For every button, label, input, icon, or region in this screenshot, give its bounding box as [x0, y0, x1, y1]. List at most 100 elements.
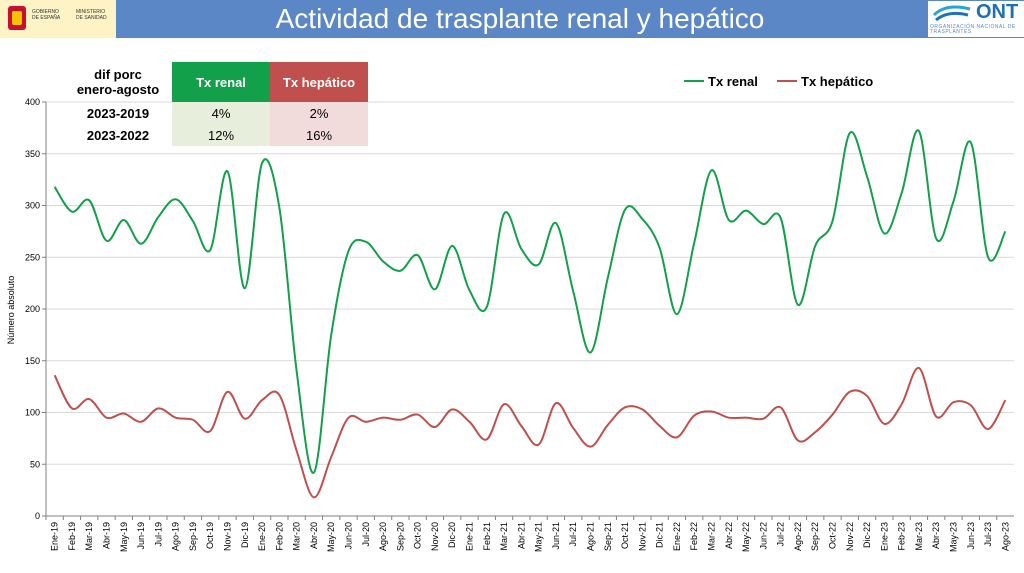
x-axis: Ene-19 Feb-19 Mar-19 Abr-19 May-19 Jun-19 Jul-… — [45, 515, 1014, 552]
x-tick-label: May-21 — [534, 522, 544, 552]
x-tick-label: Sep-20 — [395, 522, 405, 551]
x-tick-label: Oct-20 — [413, 522, 423, 549]
y-tick-label: 200 — [25, 304, 40, 314]
ont-logo-subtitle: ORGANIZACIÓN NACIONAL DE TRASPLANTES — [930, 24, 1016, 35]
x-tick-label: Ene-22 — [672, 522, 682, 551]
x-tick-label: Ene-23 — [879, 522, 889, 551]
cell-hepatico: 2% — [270, 102, 368, 124]
y-tick-label: 350 — [25, 149, 40, 159]
row-label: 2023-2019 — [86, 105, 150, 121]
ont-logo: ONT ORGANIZACIÓN NACIONAL DE TRASPLANTES — [928, 1, 1024, 37]
x-tick-label: Jul-20 — [361, 522, 371, 547]
y-axis: 0 50 100 150 200 250 300 350 400 — [25, 97, 47, 521]
x-tick-label: Mar-23 — [914, 522, 924, 551]
gov-logo-text: GOBIERNO DE ESPAÑA — [32, 9, 61, 21]
corner-line-2: enero-agosto — [76, 82, 160, 97]
x-tick-label: Abr-19 — [102, 522, 112, 549]
x-tick-label: Feb-22 — [689, 522, 699, 551]
gridlines — [46, 101, 1014, 465]
x-tick-label: Dic-19 — [240, 522, 250, 548]
x-tick-label: Nov-19 — [223, 522, 233, 551]
x-tick-label: Mar-19 — [84, 522, 94, 551]
x-tick-label: Abr-21 — [516, 522, 526, 549]
ont-logo-text: ONT — [976, 1, 1019, 23]
y-tick-label: 50 — [30, 459, 40, 469]
x-tick-label: Jun-21 — [551, 522, 561, 550]
table-row: 2023-2022 12% 16% — [64, 124, 368, 146]
cell-hepatico: 16% — [270, 124, 368, 146]
x-tick-label: Sep-19 — [188, 522, 198, 551]
x-tick-label: Jun-22 — [758, 522, 768, 550]
difference-table: dif porc enero-agosto Tx renal Tx hepáti… — [64, 62, 368, 146]
x-tick-label: Jun-19 — [136, 522, 146, 550]
legend: Tx renal Tx hepático — [684, 74, 873, 89]
table-row: 2023-2019 4% 2% — [64, 102, 368, 124]
x-tick-label: Nov-20 — [430, 522, 440, 551]
x-tick-label: Dic-21 — [655, 522, 665, 548]
x-tick-label: Ago-23 — [1000, 522, 1010, 551]
gobierno-de-espana-logo: GOBIERNO DE ESPAÑA MINISTERIO DE SANIDAD — [0, 0, 116, 38]
x-tick-label: Jul-22 — [776, 522, 786, 547]
y-tick-label: 300 — [25, 201, 40, 211]
coat-of-arms-icon — [8, 6, 26, 30]
x-tick-label: May-22 — [741, 522, 751, 552]
x-tick-label: Ago-19 — [171, 522, 181, 551]
series-line-tx-hepatico — [53, 367, 1007, 499]
x-tick-label: Abr-23 — [931, 522, 941, 549]
x-tick-label: Sep-21 — [603, 522, 613, 551]
x-tick-label: Sep-22 — [810, 522, 820, 551]
x-tick-label: Mar-20 — [292, 522, 302, 551]
y-tick-label: 150 — [25, 356, 40, 366]
x-tick-label: Mar-22 — [707, 522, 717, 551]
title-bar: GOBIERNO DE ESPAÑA MINISTERIO DE SANIDAD… — [0, 0, 1024, 38]
x-tick-label: May-19 — [119, 522, 129, 552]
table-corner-label: dif porc enero-agosto — [64, 62, 172, 102]
x-tick-label: Abr-22 — [724, 522, 734, 549]
x-tick-label: Ene-21 — [465, 522, 475, 551]
x-tick-label: May-20 — [326, 522, 336, 552]
y-tick-label: 400 — [25, 97, 40, 107]
x-tick-label: Ago-21 — [586, 522, 596, 551]
ont-wave-icon — [932, 5, 971, 22]
y-tick-label: 0 — [35, 511, 40, 521]
corner-line-1: dif porc — [94, 67, 142, 82]
x-tick-label: Jun-23 — [966, 522, 976, 550]
header-tx-hepatico: Tx hepático — [270, 62, 368, 102]
x-tick-label: Jul-23 — [983, 522, 993, 547]
x-tick-label: Oct-22 — [828, 522, 838, 549]
x-tick-label: Nov-21 — [637, 522, 647, 551]
x-tick-label: Dic-20 — [447, 522, 457, 548]
x-tick-label: Oct-21 — [620, 522, 630, 549]
x-tick-label: Ene-19 — [50, 522, 60, 551]
ministry-logo-text: MINISTERIO DE SANIDAD — [76, 9, 107, 21]
x-tick-label: Feb-21 — [482, 522, 492, 551]
page-title: Actividad de trasplante renal y hepático — [275, 3, 765, 34]
x-tick-label: Feb-23 — [897, 522, 907, 551]
x-tick-label: Jul-21 — [568, 522, 578, 547]
x-tick-label: May-23 — [949, 522, 959, 552]
y-tick-label: 100 — [25, 408, 40, 418]
cell-renal: 12% — [172, 124, 270, 146]
y-tick-label: 250 — [25, 252, 40, 262]
row-label: 2023-2022 — [86, 127, 150, 143]
x-tick-label: Feb-20 — [274, 522, 284, 551]
x-tick-label: Ago-20 — [378, 522, 388, 551]
x-tick-label: Nov-22 — [845, 522, 855, 551]
header-tx-renal: Tx renal — [172, 62, 270, 102]
x-tick-label: Mar-21 — [499, 522, 509, 551]
x-tick-label: Dic-22 — [862, 522, 872, 548]
y-axis-label: Número absoluto — [6, 276, 16, 345]
x-tick-label: Ago-22 — [793, 522, 803, 551]
x-tick-label: Abr-20 — [309, 522, 319, 549]
series-line-tx-renal — [53, 129, 1007, 474]
x-tick-label: Ene-20 — [257, 522, 267, 551]
x-tick-label: Jul-19 — [153, 522, 163, 547]
series-lines — [53, 129, 1007, 499]
cell-renal: 4% — [172, 102, 270, 124]
legend-label-hepatico: Tx hepático — [801, 74, 873, 89]
x-tick-label: Oct-19 — [205, 522, 215, 549]
x-tick-label: Jun-20 — [344, 522, 354, 550]
x-tick-label: Feb-19 — [67, 522, 77, 551]
legend-label-renal: Tx renal — [708, 74, 758, 89]
